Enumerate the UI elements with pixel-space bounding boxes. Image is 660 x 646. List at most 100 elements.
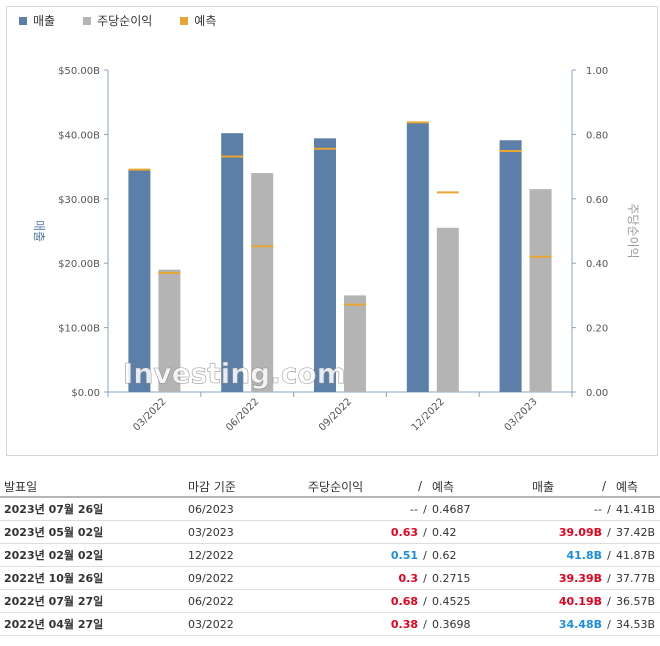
watermark-logo: Investing.com — [123, 357, 346, 390]
row-date: 2022년 10월 26일 — [0, 566, 184, 590]
row-date: 2022년 04월 27일 — [0, 612, 184, 636]
row-eps-forecast: 0.2715 — [432, 566, 532, 590]
table-header-row: 발표일 마감 기준 주당순이익 / 예측 매출 / 예측 — [0, 476, 660, 498]
left-tick-label: $10.00B — [58, 324, 100, 335]
x-tick-label: 06/2022 — [224, 396, 261, 433]
row-slash: / — [418, 520, 432, 544]
row-slash: / — [602, 566, 616, 590]
left-tick-label: $40.00B — [58, 130, 100, 141]
row-revenue: 39.09B — [532, 520, 602, 544]
eps-bar — [529, 189, 552, 392]
header-revenue[interactable]: 매출 — [532, 476, 602, 498]
row-slash: / — [602, 612, 616, 636]
row-revenue-forecast: 41.87B — [616, 543, 660, 567]
row-slash: / — [602, 543, 616, 567]
row-period: 12/2022 — [184, 543, 308, 567]
table-body: 2023년 07월 26일 06/2023 --/0.4687 --/41.41B 20… — [0, 497, 660, 636]
row-eps-forecast: 0.4525 — [432, 589, 532, 613]
row-date: 2022년 07월 27일 — [0, 589, 184, 613]
header-slash-eps: / — [418, 476, 432, 498]
x-tick-label: 03/2022 — [131, 396, 168, 433]
left-tick-label: $30.00B — [58, 195, 100, 206]
earnings-table: 발표일 마감 기준 주당순이익 / 예측 매출 / 예측 2023년 07월 2… — [0, 476, 660, 636]
row-slash: / — [418, 589, 432, 613]
left-tick-label: $0.00 — [71, 388, 100, 399]
row-eps: 0.68 — [308, 589, 418, 613]
bar-chart: $0.00 $10.00B $20.00B $30.00B $40.00B $50.00B… — [32, 66, 640, 433]
row-eps: 0.63 — [308, 520, 418, 544]
table-row: 2022년 10월 26일 09/2022 0.3/0.2715 39.39B/37.… — [0, 566, 660, 590]
row-slash: / — [418, 543, 432, 567]
left-axis-title: 매출 — [32, 220, 46, 242]
header-eps[interactable]: 주당순이익 — [308, 476, 418, 498]
row-period: 03/2023 — [184, 520, 308, 544]
row-revenue-forecast: 41.41B — [616, 497, 660, 521]
row-slash: / — [418, 497, 432, 521]
revenue-bar — [128, 169, 151, 392]
row-slash: / — [418, 566, 432, 590]
eps-bar — [436, 227, 459, 392]
row-date: 2023년 07월 26일 — [0, 497, 184, 521]
revenue-bar — [406, 122, 429, 393]
row-slash: / — [602, 497, 616, 521]
header-slash-revenue: / — [602, 476, 616, 498]
row-revenue-forecast: 36.57B — [616, 589, 660, 613]
row-eps-forecast: 0.4687 — [432, 497, 532, 521]
legend-swatch-forecast — [180, 16, 189, 25]
legend-item-revenue[interactable]: 매출 — [19, 12, 55, 29]
table-row: 2023년 05월 02일 03/2023 0.63/0.42 39.09B/37.4… — [0, 520, 660, 544]
right-tick-label: 1.00 — [586, 66, 608, 77]
right-tick-label: 0.20 — [586, 324, 608, 335]
legend-swatch-eps — [83, 16, 92, 25]
row-revenue: 39.39B — [532, 566, 602, 590]
left-tick-label: $50.00B — [58, 66, 100, 77]
right-tick-label: 0.00 — [586, 388, 608, 399]
row-revenue: 41.8B — [532, 543, 602, 567]
header-date[interactable]: 발표일 — [0, 476, 184, 498]
table-row: 2023년 02월 02일 12/2022 0.51/0.62 41.8B/41.87… — [0, 543, 660, 567]
row-revenue: -- — [532, 497, 602, 521]
x-tick-label: 03/2023 — [503, 396, 540, 433]
row-date: 2023년 02월 02일 — [0, 543, 184, 567]
revenue-bar — [221, 133, 244, 392]
row-date: 2023년 05월 02일 — [0, 520, 184, 544]
row-eps-forecast: 0.42 — [432, 520, 532, 544]
right-axis-title: 주당순이익 — [626, 203, 640, 258]
right-tick-label: 0.80 — [586, 130, 608, 141]
row-eps: 0.38 — [308, 612, 418, 636]
row-eps: -- — [308, 497, 418, 521]
row-revenue: 40.19B — [532, 589, 602, 613]
eps-bar — [344, 295, 366, 392]
revenue-bar — [314, 138, 336, 392]
eps-bar — [251, 173, 274, 392]
row-revenue-forecast: 34.53B — [616, 612, 660, 636]
x-tick-label: 12/2022 — [410, 396, 447, 433]
row-slash: / — [602, 520, 616, 544]
legend-item-forecast[interactable]: 예측 — [180, 12, 216, 29]
eps-bar — [158, 269, 181, 392]
row-revenue: 34.48B — [532, 612, 602, 636]
header-eps-forecast[interactable]: 예측 — [432, 476, 532, 498]
header-period[interactable]: 마감 기준 — [184, 476, 308, 498]
row-slash: / — [602, 589, 616, 613]
legend-swatch-revenue — [19, 16, 27, 25]
header-revenue-forecast[interactable]: 예측 — [616, 476, 660, 498]
left-tick-label: $20.00B — [58, 259, 100, 270]
row-revenue-forecast: 37.42B — [616, 520, 660, 544]
x-tick-label: 09/2022 — [317, 396, 354, 433]
earnings-chart-panel: 매출 주당순이익 예측 $0.00 $10.00B $20.00B $30.00B $4… — [6, 6, 658, 456]
row-slash: / — [418, 612, 432, 636]
row-eps-forecast: 0.62 — [432, 543, 532, 567]
chart-legend: 매출 주당순이익 예측 — [19, 12, 216, 29]
row-eps-forecast: 0.3698 — [432, 612, 532, 636]
row-period: 06/2023 — [184, 497, 308, 521]
revenue-bar — [499, 140, 522, 392]
legend-label-forecast: 예측 — [194, 14, 217, 28]
right-tick-label: 0.40 — [586, 259, 608, 270]
row-period: 06/2022 — [184, 589, 308, 613]
legend-label-revenue: 매출 — [33, 14, 56, 28]
row-revenue-forecast: 37.77B — [616, 566, 660, 590]
row-period: 09/2022 — [184, 566, 308, 590]
legend-label-eps: 주당순이익 — [97, 14, 153, 28]
legend-item-eps[interactable]: 주당순이익 — [83, 12, 152, 29]
